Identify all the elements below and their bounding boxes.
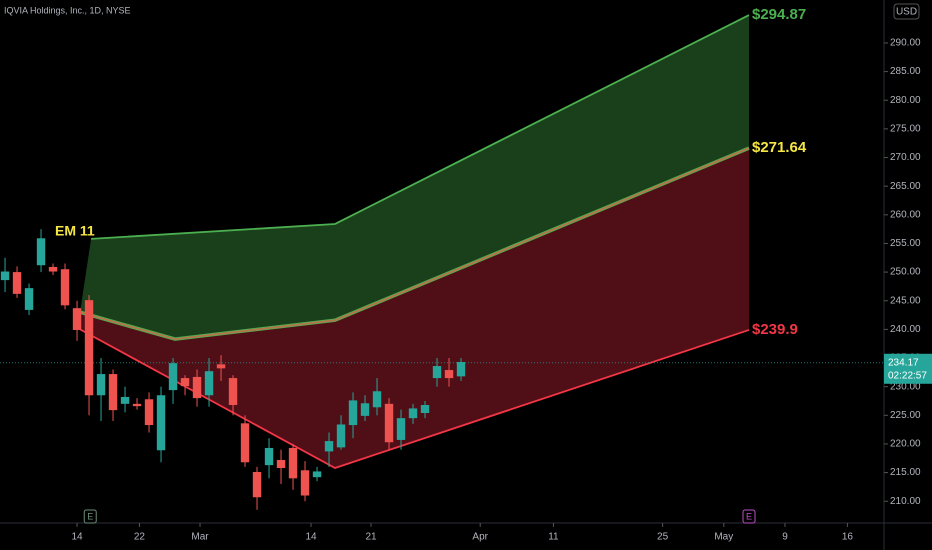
candle-body bbox=[384, 403, 394, 443]
candle-body bbox=[84, 300, 94, 396]
candle-body bbox=[456, 362, 466, 377]
earnings-label: E bbox=[746, 511, 752, 521]
candle-body bbox=[0, 271, 10, 281]
candle-body bbox=[324, 441, 334, 452]
candle-body bbox=[156, 395, 166, 451]
middle-value-label: $271.64 bbox=[752, 139, 807, 156]
candle-body bbox=[228, 378, 238, 405]
y-tick-label: 275.00 bbox=[890, 124, 921, 135]
y-tick-label: 260.00 bbox=[890, 209, 921, 220]
candle-body bbox=[264, 447, 274, 466]
y-tick-label: 290.00 bbox=[890, 38, 921, 49]
x-tick-label: 11 bbox=[548, 532, 559, 543]
y-tick-label: 215.00 bbox=[890, 467, 921, 478]
lower-value-label: $239.9 bbox=[752, 321, 798, 338]
upper-line bbox=[91, 14, 750, 240]
y-tick-label: 250.00 bbox=[890, 267, 921, 278]
x-tick-label: May bbox=[714, 532, 733, 543]
candle-body bbox=[192, 376, 202, 399]
earnings-marker[interactable] bbox=[83, 509, 97, 524]
candle-body bbox=[396, 418, 406, 440]
candle-body bbox=[180, 378, 190, 387]
candle-body bbox=[420, 404, 430, 414]
candle-body bbox=[12, 272, 22, 294]
candle-body bbox=[204, 371, 214, 396]
candle-body bbox=[288, 447, 298, 479]
y-tick-label: 230.00 bbox=[890, 381, 921, 392]
y-tick-label: 225.00 bbox=[890, 410, 921, 421]
candle-body bbox=[36, 238, 46, 266]
x-tick-label: 9 bbox=[782, 532, 788, 543]
candle-body bbox=[60, 269, 70, 306]
candle-body bbox=[348, 400, 358, 426]
x-tick-label: 16 bbox=[842, 532, 854, 543]
candle-body bbox=[240, 423, 250, 463]
candle-body bbox=[276, 459, 286, 469]
x-tick-label: Apr bbox=[472, 532, 488, 543]
candle-body bbox=[96, 374, 106, 396]
upper-value-label: $294.87 bbox=[752, 6, 806, 23]
last-price-label: 234.17 bbox=[888, 357, 919, 368]
candle-body bbox=[48, 266, 58, 272]
candle-body bbox=[312, 471, 322, 478]
candle-body bbox=[168, 363, 178, 391]
candle-body bbox=[336, 424, 346, 448]
upper-band bbox=[80, 15, 750, 340]
last-price-tag bbox=[884, 353, 932, 384]
x-tick-label: 14 bbox=[305, 532, 317, 543]
candle-body bbox=[432, 366, 442, 379]
x-tick-label: 21 bbox=[365, 532, 377, 543]
countdown-label: 02:22:57 bbox=[888, 370, 927, 381]
y-tick-label: 240.00 bbox=[890, 324, 921, 335]
currency-box[interactable] bbox=[893, 3, 920, 20]
candle-body bbox=[72, 308, 82, 330]
lower-band bbox=[80, 148, 750, 469]
x-tick-label: Mar bbox=[191, 532, 209, 543]
lower-line bbox=[79, 328, 750, 469]
y-tick-label: 265.00 bbox=[890, 181, 921, 192]
x-tick-label: 22 bbox=[134, 532, 146, 543]
candle-body bbox=[132, 403, 142, 407]
y-tick-label: 270.00 bbox=[890, 152, 921, 163]
x-tick-label: 14 bbox=[71, 532, 83, 543]
y-tick-label: 245.00 bbox=[890, 295, 921, 306]
currency-label: USD bbox=[896, 7, 917, 18]
em-label: EM 11 bbox=[55, 223, 95, 239]
candle-body bbox=[120, 396, 130, 404]
candle-body bbox=[372, 391, 382, 408]
candle-body bbox=[300, 470, 310, 496]
earnings-marker[interactable] bbox=[742, 509, 756, 524]
chart-title: IQVIA Holdings, Inc., 1D, NYSE bbox=[4, 5, 131, 15]
candle-body bbox=[408, 408, 418, 419]
y-tick-label: 255.00 bbox=[890, 238, 921, 249]
candle-body bbox=[24, 288, 34, 310]
y-tick-label: 220.00 bbox=[890, 439, 921, 450]
candle-body bbox=[360, 403, 370, 416]
x-tick-label: 25 bbox=[657, 532, 669, 543]
candle-body bbox=[216, 364, 226, 369]
y-tick-label: 210.00 bbox=[890, 496, 921, 507]
candle-body bbox=[108, 374, 118, 411]
middle-line bbox=[79, 147, 750, 341]
candle-body bbox=[444, 370, 454, 379]
y-tick-label: 285.00 bbox=[890, 66, 921, 77]
candle-body bbox=[252, 472, 262, 498]
candle-body bbox=[144, 399, 154, 426]
y-tick-label: 280.00 bbox=[890, 95, 921, 106]
earnings-label: E bbox=[87, 511, 93, 521]
